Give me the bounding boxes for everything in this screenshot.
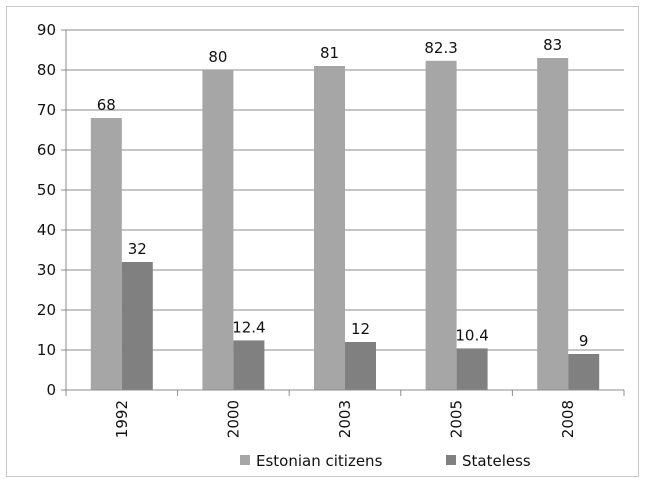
legend: Estonian citizens Stateless	[240, 452, 531, 470]
data-label: 83	[543, 36, 562, 54]
data-label: 10.4	[455, 326, 488, 344]
legend-swatch	[446, 455, 456, 465]
bar-estonian-citizens	[90, 118, 122, 390]
data-label: 81	[320, 44, 339, 62]
y-tick-label: 20	[37, 301, 56, 319]
bar-estonian-citizens	[537, 58, 569, 390]
x-tick-label: 2005	[448, 400, 466, 438]
legend-label: Stateless	[462, 452, 531, 470]
y-tick-label: 40	[37, 221, 56, 239]
y-tick-label: 50	[37, 181, 56, 199]
axes: 0 10 20 30 40 50 60 70 80 90 1992 2000 2003 2005 2008	[37, 21, 625, 438]
x-tick-label: 2008	[559, 400, 577, 438]
data-label: 68	[97, 96, 116, 114]
y-tick-label: 80	[37, 61, 56, 79]
bar-stateless	[568, 354, 600, 390]
data-label: 82.3	[424, 39, 457, 57]
y-tick-label: 60	[37, 141, 56, 159]
data-label: 32	[128, 240, 147, 258]
x-tick-label: 1992	[113, 400, 131, 438]
bar-estonian-citizens	[202, 70, 234, 390]
y-tick-label: 30	[37, 261, 56, 279]
y-tick-label: 70	[37, 101, 56, 119]
bars	[90, 58, 600, 391]
legend-label: Estonian citizens	[256, 452, 383, 470]
legend-swatch	[240, 455, 250, 465]
data-label: 80	[208, 48, 227, 66]
bar-stateless	[233, 340, 265, 390]
y-tick-label: 90	[37, 21, 56, 39]
x-tick-label: 2000	[224, 400, 242, 438]
bar-stateless	[121, 262, 153, 390]
y-tick-label: 10	[37, 341, 56, 359]
data-label: 12	[351, 320, 370, 338]
y-tick-label: 0	[46, 381, 56, 399]
data-label: 9	[579, 332, 589, 350]
bar-stateless	[456, 348, 488, 390]
x-tick-label: 2003	[336, 400, 354, 438]
bar-estonian-citizens	[425, 60, 457, 391]
data-label: 12.4	[232, 318, 265, 336]
bar-stateless	[345, 342, 376, 390]
data-labels: 68 32 80 12.4 81 12 82.3 10.4 83 9	[97, 36, 589, 350]
bar-estonian-citizens	[314, 66, 345, 390]
